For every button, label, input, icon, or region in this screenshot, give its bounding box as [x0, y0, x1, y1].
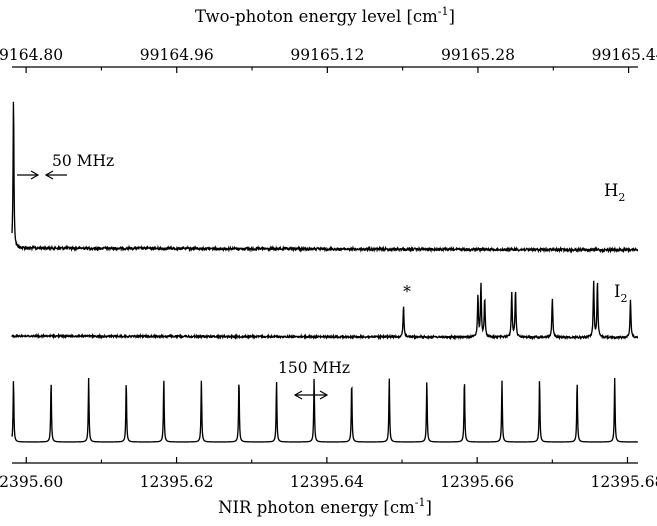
top-tick-label: 99165.12 [290, 46, 364, 64]
ticks-layer: 99164.80 99164.96 99165.12 99165.28 99165.44… [0, 46, 657, 491]
bottom-tick-label: 12395.62 [140, 473, 214, 491]
h2-linewidth-arrows [17, 170, 67, 180]
axes-layer [12, 66, 638, 464]
bottom-tick-label: 12395.68 [590, 473, 657, 491]
bottom-tick-label: 12395.60 [0, 473, 63, 491]
series-label-h2: H2 [604, 181, 625, 204]
reference-line-marker: * [403, 283, 411, 301]
top-tick-label: 99164.96 [140, 46, 214, 64]
comb-spacing-arrow [293, 390, 329, 400]
top-tick-label: 99165.44 [592, 46, 657, 64]
bottom-tick-label: 12395.66 [440, 473, 514, 491]
h2-trace [11, 101, 639, 254]
h2-linewidth-label: 50 MHz [52, 152, 114, 170]
top-tick-label: 99164.80 [0, 46, 63, 64]
comb-trace [11, 377, 638, 443]
top-axis-title: Two-photon energy level [cm-1] [195, 5, 455, 26]
i2-trace [11, 280, 639, 341]
bottom-axis-title: NIR photon energy [cm-1] [218, 496, 432, 517]
series-label-i2: I2 [614, 282, 628, 305]
top-tick-label: 99165.28 [441, 46, 515, 64]
comb-spacing-label: 150 MHz [278, 359, 350, 377]
traces-layer [11, 101, 639, 443]
bottom-tick-label: 12395.64 [290, 473, 364, 491]
